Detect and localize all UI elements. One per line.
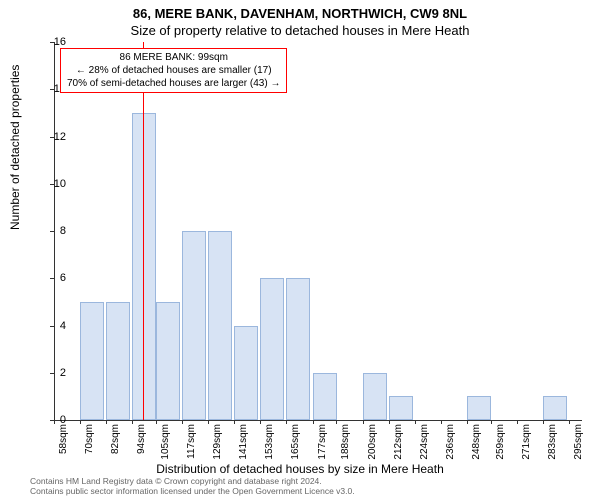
x-tick-label: 295sqm <box>573 424 584 460</box>
x-tick-label: 82sqm <box>110 424 121 454</box>
plot-area <box>54 42 582 420</box>
y-tick-label: 4 <box>26 320 66 332</box>
x-tick-mark <box>80 420 81 424</box>
histogram-bar <box>208 231 232 420</box>
histogram-bar <box>234 326 258 421</box>
x-tick-mark <box>441 420 442 424</box>
x-tick-label: 283sqm <box>547 424 558 460</box>
x-tick-label: 165sqm <box>290 424 301 460</box>
histogram-bar <box>286 278 310 420</box>
y-tick-label: 10 <box>26 178 66 190</box>
x-tick-mark <box>467 420 468 424</box>
histogram-bar <box>313 373 337 420</box>
histogram-bar <box>80 302 104 420</box>
x-tick-mark <box>234 420 235 424</box>
attribution-line-1: Contains HM Land Registry data © Crown c… <box>30 476 355 486</box>
y-tick-mark <box>50 89 54 90</box>
y-tick-mark <box>50 326 54 327</box>
x-tick-mark <box>132 420 133 424</box>
x-tick-mark <box>286 420 287 424</box>
y-tick-mark <box>50 231 54 232</box>
x-tick-label: 236sqm <box>445 424 456 460</box>
chart-title-sub: Size of property relative to detached ho… <box>0 21 600 38</box>
x-tick-label: 129sqm <box>212 424 223 460</box>
x-tick-label: 212sqm <box>393 424 404 460</box>
info-box-line: ← 28% of detached houses are smaller (17… <box>67 64 280 77</box>
x-tick-label: 271sqm <box>521 424 532 460</box>
x-tick-mark <box>517 420 518 424</box>
histogram-bar <box>106 302 130 420</box>
x-tick-label: 188sqm <box>340 424 351 460</box>
histogram-bar <box>182 231 206 420</box>
histogram-bar <box>132 113 156 420</box>
x-tick-label: 94sqm <box>136 424 147 454</box>
x-tick-mark <box>156 420 157 424</box>
histogram-bar <box>467 396 491 420</box>
histogram-bar <box>543 396 567 420</box>
x-tick-mark <box>54 420 55 424</box>
info-box-line: 70% of semi-detached houses are larger (… <box>67 77 280 90</box>
x-tick-label: 117sqm <box>186 424 197 459</box>
x-tick-mark <box>569 420 570 424</box>
chart-title-main: 86, MERE BANK, DAVENHAM, NORTHWICH, CW9 … <box>0 0 600 21</box>
x-tick-label: 177sqm <box>317 424 328 460</box>
x-tick-label: 58sqm <box>58 424 69 454</box>
y-tick-label: 6 <box>26 272 66 284</box>
x-tick-mark <box>543 420 544 424</box>
histogram-bar <box>260 278 284 420</box>
y-tick-mark <box>50 373 54 374</box>
x-tick-mark <box>313 420 314 424</box>
x-tick-label: 224sqm <box>419 424 430 460</box>
x-tick-label: 141sqm <box>238 424 249 460</box>
histogram-bar <box>363 373 387 420</box>
histogram-bar <box>389 396 413 420</box>
x-axis-label: Distribution of detached houses by size … <box>0 462 600 476</box>
y-tick-mark <box>50 184 54 185</box>
info-box-line: 86 MERE BANK: 99sqm <box>67 51 280 64</box>
x-tick-label: 105sqm <box>160 424 171 460</box>
property-marker-line <box>143 42 144 420</box>
x-tick-mark <box>363 420 364 424</box>
y-axis-label: Number of detached properties <box>8 65 22 230</box>
x-tick-mark <box>491 420 492 424</box>
y-tick-mark <box>50 278 54 279</box>
y-tick-mark <box>50 137 54 138</box>
x-tick-label: 259sqm <box>495 424 506 460</box>
x-tick-mark <box>182 420 183 424</box>
y-tick-label: 8 <box>26 225 66 237</box>
x-tick-label: 153sqm <box>264 424 275 460</box>
y-tick-label: 12 <box>26 131 66 143</box>
attribution-line-2: Contains public sector information licen… <box>30 486 355 496</box>
x-tick-label: 248sqm <box>471 424 482 460</box>
x-tick-label: 200sqm <box>367 424 378 460</box>
info-box: 86 MERE BANK: 99sqm← 28% of detached hou… <box>60 48 287 93</box>
x-tick-mark <box>106 420 107 424</box>
x-tick-label: 70sqm <box>84 424 95 454</box>
y-tick-mark <box>50 42 54 43</box>
x-tick-mark <box>336 420 337 424</box>
x-tick-mark <box>415 420 416 424</box>
histogram-bar <box>156 302 180 420</box>
x-tick-mark <box>260 420 261 424</box>
y-tick-label: 16 <box>26 36 66 48</box>
attribution-text: Contains HM Land Registry data © Crown c… <box>30 476 355 496</box>
x-tick-mark <box>389 420 390 424</box>
y-tick-label: 2 <box>26 367 66 379</box>
x-tick-mark <box>208 420 209 424</box>
